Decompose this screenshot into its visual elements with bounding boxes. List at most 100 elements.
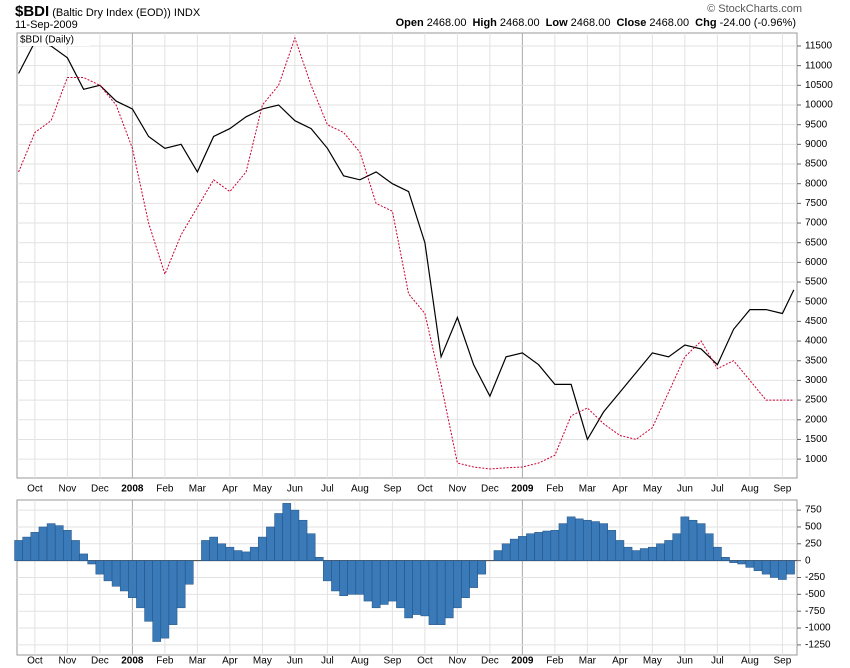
y-tick-label: -250 — [805, 572, 825, 583]
bar — [371, 560, 381, 609]
bar — [258, 536, 267, 561]
bar — [493, 550, 503, 561]
bar — [461, 560, 470, 598]
bar — [184, 560, 194, 585]
exchange: INDX — [173, 7, 201, 19]
y-tick-label: 6000 — [805, 257, 828, 268]
bar — [54, 525, 64, 561]
x-tick-label: Apr — [222, 484, 238, 495]
bar — [607, 530, 617, 561]
y-tick-label: 1000 — [805, 454, 828, 465]
y-tick-label: 2500 — [805, 395, 828, 406]
bar — [623, 546, 633, 561]
bar — [696, 523, 706, 561]
bar — [168, 560, 178, 625]
plot-area — [16, 32, 798, 479]
bar — [30, 532, 40, 561]
y-tick-label: 9000 — [805, 139, 828, 150]
symbol: $BDI — [15, 3, 50, 20]
bar — [534, 532, 543, 561]
x-tick-label: Nov — [58, 484, 76, 495]
bar — [136, 560, 145, 609]
bar — [753, 560, 763, 572]
bar — [453, 560, 462, 609]
quote-label: Low — [545, 17, 568, 29]
x-tick-label: Feb — [546, 656, 564, 667]
bar — [574, 518, 584, 561]
bar — [639, 548, 649, 561]
bar — [501, 543, 511, 561]
x-tick-label: 2009 — [511, 656, 534, 667]
price-line — [18, 41, 795, 441]
y-tick-label: 9500 — [805, 119, 828, 130]
bar — [599, 523, 608, 561]
y-tick-label: -1250 — [805, 640, 831, 651]
y-tick-label: 5500 — [805, 277, 828, 288]
bar — [786, 560, 795, 575]
bar — [38, 526, 48, 561]
bar — [664, 540, 673, 561]
bar — [144, 560, 153, 622]
x-tick-label: Oct — [27, 484, 43, 495]
bar — [46, 523, 56, 561]
x-tick-label: Jul — [321, 656, 334, 667]
bar — [233, 550, 243, 561]
bar — [87, 560, 97, 565]
bar — [176, 560, 186, 609]
bar — [63, 530, 72, 561]
x-tick-label: Oct — [27, 656, 43, 667]
y-tick-label: 500 — [805, 522, 822, 533]
bar — [688, 519, 698, 561]
bar — [412, 560, 422, 615]
bar — [95, 560, 105, 575]
x-tick-label: Jun — [287, 656, 303, 667]
bar — [778, 560, 787, 580]
bar — [217, 543, 227, 561]
x-tick-label: Jul — [711, 656, 724, 667]
bar — [631, 550, 641, 561]
x-tick-label: Jul — [321, 484, 334, 495]
x-tick-label: Sep — [773, 656, 791, 667]
x-tick-label: Dec — [91, 656, 109, 667]
bar — [566, 516, 576, 561]
x-tick-label: Jul — [711, 484, 724, 495]
x-tick-label: Aug — [741, 656, 759, 667]
y-tick-label: 1500 — [805, 434, 828, 445]
x-tick-label: Dec — [481, 484, 499, 495]
bar — [583, 519, 592, 561]
x-tick-label: 2009 — [511, 484, 534, 495]
header-title: $BDI (Baltic Dry Index (EOD)) INDX — [15, 3, 200, 20]
x-tick-label: Feb — [156, 484, 174, 495]
x-tick-label: Feb — [156, 656, 174, 667]
x-tick-label: Oct — [417, 484, 433, 495]
x-tick-label: Mar — [189, 656, 207, 667]
bar — [339, 560, 348, 596]
bar — [444, 560, 454, 619]
bar — [436, 560, 446, 625]
y-tick-label: 6500 — [805, 237, 828, 248]
bar — [518, 536, 527, 561]
x-tick-label: May — [253, 656, 272, 667]
bar — [14, 540, 23, 561]
quote-value: 2468.00 — [426, 17, 467, 29]
bar — [648, 546, 657, 561]
bar — [314, 557, 324, 561]
bar — [241, 551, 251, 561]
x-tick-label: Mar — [579, 484, 597, 495]
x-tick-label: Nov — [448, 484, 466, 495]
bar — [615, 540, 625, 561]
y-tick-label: 3500 — [805, 355, 828, 366]
y-tick-label: 4000 — [805, 336, 828, 347]
bar — [672, 533, 682, 561]
bar — [509, 538, 519, 561]
quote-value: -24.00 (-0.96%) — [719, 17, 796, 29]
x-tick-label: Sep — [383, 484, 401, 495]
bar — [103, 560, 113, 582]
bar — [737, 560, 747, 565]
bar — [769, 560, 779, 578]
x-tick-label: Aug — [351, 484, 369, 495]
bar — [209, 536, 218, 561]
bar — [274, 513, 283, 561]
